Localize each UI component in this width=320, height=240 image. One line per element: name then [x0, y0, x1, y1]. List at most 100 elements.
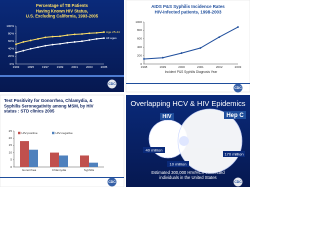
marker	[143, 58, 145, 60]
chart-title: Test Positivity for Gonorrhea, Chlamydia…	[4, 98, 93, 103]
x-tick-label: 1995	[27, 65, 34, 69]
chart-title: HIV-infected patients, 1998-2003	[155, 10, 222, 15]
panel	[0, 94, 125, 188]
x-tick-label: 1998	[141, 65, 148, 69]
caption: Estimated 300,000 HIV/HCV-coinfected	[151, 170, 225, 175]
circle-label: Hep C	[226, 113, 244, 119]
x-tick-label: 1993	[13, 65, 20, 69]
marker	[44, 44, 47, 47]
marker	[37, 38, 39, 40]
x-tick-label: 2002	[216, 65, 223, 69]
legend-label: Age 25-44	[106, 30, 120, 34]
y-tick-label: 600	[137, 37, 142, 41]
y-tick-label: 5	[10, 158, 12, 162]
marker	[88, 32, 91, 35]
marker	[199, 47, 202, 49]
chart-title: Percentage of TB Patients	[36, 3, 89, 8]
marker	[81, 40, 83, 43]
figure-label: 170 million	[224, 151, 243, 156]
label-box	[224, 111, 246, 119]
y-tick-label: 800	[137, 28, 142, 32]
chart-title: Having Known HIV Status,	[36, 8, 88, 13]
marker	[88, 39, 91, 41]
venn-overlap	[179, 136, 189, 146]
logo: CDC	[108, 180, 116, 184]
logo-badge	[107, 177, 117, 187]
marker	[103, 31, 105, 33]
y-tick-label: 25	[9, 129, 13, 133]
panel	[125, 0, 251, 93]
y-tick-label: 400	[137, 45, 142, 49]
x-tick-label: 2003	[86, 65, 93, 69]
y-tick-label: 0	[140, 62, 142, 66]
marker	[15, 51, 17, 54]
label-box	[160, 113, 174, 120]
x-tick-label: 1997	[42, 65, 49, 69]
marker	[95, 38, 98, 40]
x-tick-label: 2001	[197, 65, 204, 69]
marker	[22, 49, 25, 52]
chart-title: status : STD clinics 2005	[4, 109, 55, 114]
y-tick-label: 40%	[8, 47, 14, 51]
figure-label: 40 million	[146, 147, 163, 152]
marker	[15, 43, 17, 46]
marker	[218, 36, 221, 39]
logo-badge	[233, 177, 243, 187]
legend-swatch	[52, 131, 55, 135]
x-tick-label: 2005	[101, 65, 108, 69]
circle-label: HIV	[162, 114, 172, 120]
marker	[237, 26, 239, 28]
diagram-title: Overlapping HCV & HIV Epidemics	[130, 99, 245, 108]
chart-title: U.S. Excluding California, 1993-2005	[26, 14, 99, 19]
chart-title: Syphilis Seronegativity among MSM, by HI…	[4, 103, 94, 108]
y-tick-label: 80%	[8, 31, 14, 35]
x-tick-label: 2001	[71, 65, 78, 69]
y-tick-label: 20	[9, 136, 13, 140]
figure-box	[167, 161, 189, 167]
y-tick-label: 20%	[8, 54, 14, 58]
x-tick-label: Gonorrhea	[22, 168, 37, 172]
marker	[95, 31, 98, 34]
marker	[51, 43, 54, 46]
marker	[44, 36, 47, 39]
x-tick-label: 2003	[235, 65, 242, 69]
marker	[180, 52, 183, 54]
y-tick-label: 0%	[10, 62, 15, 66]
y-tick-label: 200	[137, 53, 142, 57]
legend-label: HIV-positive	[22, 131, 38, 135]
marker	[66, 34, 69, 37]
x-axis-label: Incident P&S Syphilis Diagnosis Year	[165, 70, 218, 74]
y-tick-label: 10	[9, 150, 13, 154]
bar	[20, 141, 29, 167]
marker	[51, 35, 54, 38]
legend-label: HIV-negative	[56, 131, 74, 135]
figure-box	[143, 147, 165, 153]
y-tick-label: 1000	[135, 20, 142, 24]
x-tick-label: 1999	[57, 65, 64, 69]
marker	[161, 56, 164, 59]
figure-box	[223, 151, 245, 157]
logo: CDC	[234, 86, 242, 90]
chart-title: AIDS P&S Syphilis Incidence Rates	[151, 4, 225, 9]
divider	[0, 177, 124, 178]
x-tick-label: 1999	[159, 65, 166, 69]
logo: CDC	[108, 82, 116, 86]
marker	[59, 42, 61, 45]
y-tick-label: 100%	[6, 24, 14, 28]
marker	[73, 33, 76, 36]
marker	[29, 47, 32, 50]
caption: individuals in the United States	[159, 175, 216, 180]
logo: CDC	[234, 180, 242, 184]
legend-swatch	[18, 131, 21, 135]
marker	[59, 35, 61, 38]
bar	[59, 155, 68, 167]
x-tick-label: Chlamydia	[52, 168, 67, 172]
x-tick-label: Syphilis	[84, 168, 95, 172]
marker	[22, 41, 25, 43]
logo-badge	[107, 79, 117, 89]
bar	[80, 155, 89, 167]
marker	[103, 37, 105, 40]
marker	[29, 39, 32, 42]
bar	[50, 152, 59, 167]
